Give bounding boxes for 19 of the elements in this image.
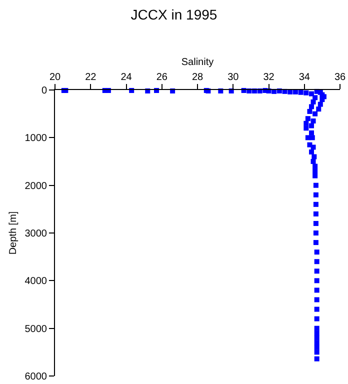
- y-tick-label: 2000: [24, 180, 48, 192]
- x-tick-label: 22: [85, 72, 97, 83]
- y-axis-title: Depth [m]: [8, 211, 19, 255]
- x-axis-title: Salinity: [181, 57, 214, 68]
- y-tick-label: 5000: [24, 324, 48, 335]
- x-tick-label: 26: [156, 72, 168, 83]
- y-tick-label: 4000: [24, 276, 48, 288]
- y-tick-label: 0: [41, 86, 48, 96]
- y-tick-label: 6000: [24, 372, 48, 382]
- x-tick-label: 28: [192, 72, 204, 83]
- x-tick-label: 20: [49, 72, 61, 83]
- x-tick-label: 32: [263, 72, 275, 83]
- x-tick-label: 36: [334, 72, 346, 83]
- y-tick-label: 1000: [24, 133, 48, 144]
- y-tick-label: 3000: [24, 228, 48, 240]
- chart-title: JCCX in 1995: [130, 6, 218, 22]
- x-tick-label: 34: [298, 72, 310, 83]
- x-tick-label: 30: [228, 72, 240, 83]
- x-tick-label: 24: [120, 72, 132, 83]
